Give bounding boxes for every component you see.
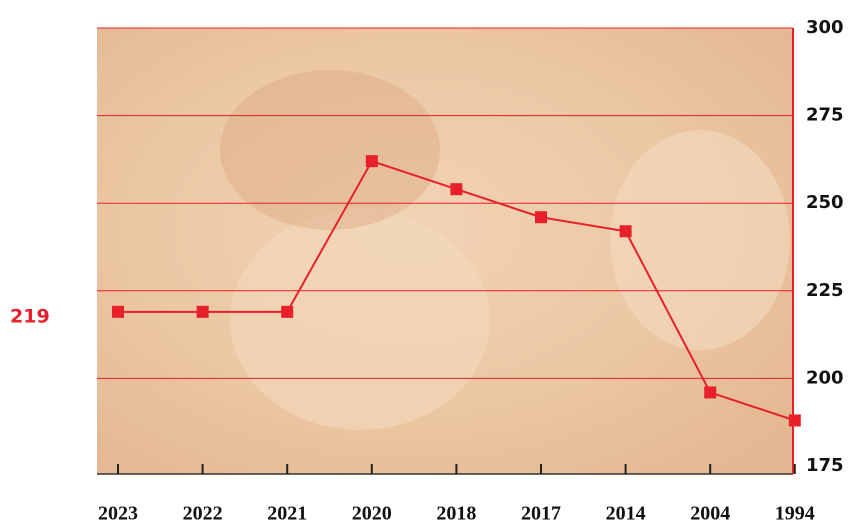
photo-shape xyxy=(220,70,440,230)
point xyxy=(535,211,547,224)
x-tick-label: 2022 xyxy=(183,503,223,525)
point xyxy=(112,305,124,318)
point xyxy=(365,155,378,168)
x-tick-label: 2018 xyxy=(436,503,476,525)
x-tick-label: 1994 xyxy=(775,503,815,525)
x-tick-label: 2014 xyxy=(606,503,646,525)
x-tick-label: 2017 xyxy=(521,503,561,525)
point xyxy=(788,414,801,427)
value-label: 219 xyxy=(10,305,50,327)
x-tick-label: 2021 xyxy=(267,503,307,525)
y-tick-label: 225 xyxy=(806,280,844,301)
x-tick-label: 2004 xyxy=(690,503,730,525)
y-tick-label: 275 xyxy=(806,105,844,126)
photo-shape xyxy=(610,130,790,350)
point xyxy=(196,305,209,318)
y-tick-label: 250 xyxy=(806,192,844,213)
point xyxy=(704,386,717,399)
photo-shape xyxy=(230,210,490,430)
x-tick-label: 2020 xyxy=(352,503,392,525)
point xyxy=(450,183,463,196)
x-tick-label: 2023 xyxy=(98,503,138,525)
point xyxy=(281,305,294,318)
y-tick-label: 300 xyxy=(806,17,844,38)
y-tick-label: 200 xyxy=(806,367,844,388)
y-tick-label: 175 xyxy=(806,455,844,476)
point xyxy=(619,225,632,238)
